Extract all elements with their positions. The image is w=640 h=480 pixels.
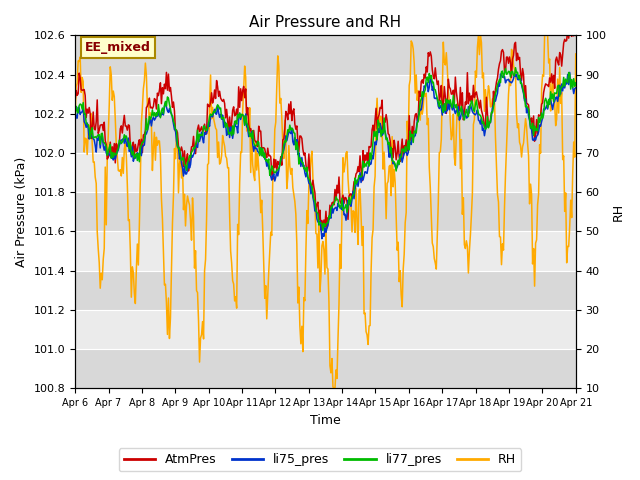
Bar [75,310,576,349]
X-axis label: Time: Time [310,414,341,427]
Bar [75,36,576,74]
Bar [75,271,576,310]
Text: EE_mixed: EE_mixed [85,41,151,54]
Bar [75,114,576,153]
Bar [75,192,576,231]
Bar [75,74,576,114]
Legend: AtmPres, li75_pres, li77_pres, RH: AtmPres, li75_pres, li77_pres, RH [119,448,521,471]
Bar [75,153,576,192]
Bar [75,231,576,271]
Y-axis label: RH: RH [612,203,625,221]
Title: Air Pressure and RH: Air Pressure and RH [250,15,401,30]
Y-axis label: Air Pressure (kPa): Air Pressure (kPa) [15,156,28,267]
Bar [75,349,576,388]
